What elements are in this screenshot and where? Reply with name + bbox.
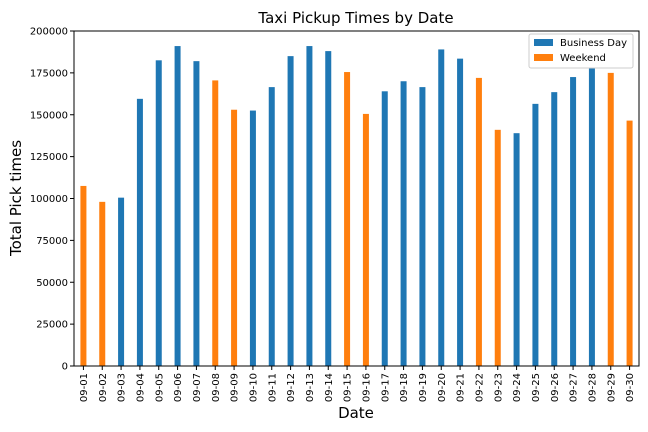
x-tick-label: 09-18: [399, 373, 410, 402]
x-tick-label: 09-01: [79, 373, 90, 402]
x-tick-label: 09-06: [173, 373, 184, 402]
bar-09-13: [306, 46, 313, 366]
bar-09-27: [570, 77, 577, 366]
bar-09-30: [626, 120, 633, 366]
bar-09-17: [381, 91, 388, 367]
x-tick-label: 09-27: [569, 373, 580, 402]
bar-09-24: [513, 133, 520, 366]
bar-09-01: [80, 185, 87, 366]
legend-label-weekend: Weekend: [560, 53, 606, 64]
bar-09-09: [231, 109, 238, 366]
bar-09-23: [494, 129, 501, 366]
legend-box: [528, 33, 634, 69]
y-tick-label: 150000: [30, 110, 68, 121]
x-tick-label: 09-20: [437, 373, 448, 402]
x-tick-label: 09-30: [625, 373, 636, 402]
bar-09-04: [136, 98, 143, 366]
legend-label-business-day: Business Day: [560, 38, 627, 49]
bar-09-07: [193, 61, 200, 367]
y-tick-label: 25000: [36, 320, 68, 331]
x-tick-label: 09-28: [587, 373, 598, 402]
bar-09-25: [532, 103, 539, 367]
bar-09-05: [155, 60, 162, 367]
bar-09-21: [457, 58, 464, 366]
bar-09-20: [438, 49, 445, 367]
bar-09-14: [325, 51, 332, 366]
x-tick-label: 09-07: [192, 373, 203, 402]
bar-09-29: [607, 72, 614, 367]
bar-09-11: [268, 87, 275, 367]
x-axis-ticks: 09-01 09-02 09-03 09-04 09-05 09-06 09-07 09-08…: [79, 366, 636, 402]
bar-09-15: [344, 72, 351, 366]
bar-09-28: [588, 66, 595, 367]
x-tick-label: 09-05: [154, 373, 165, 402]
x-tick-label: 09-29: [606, 373, 617, 402]
bar-09-06: [174, 46, 181, 366]
chart-title: Taxi Pickup Times by Date: [257, 9, 453, 27]
y-tick-label: 175000: [30, 68, 68, 79]
x-tick-label: 09-09: [230, 373, 241, 402]
x-axis-label: Date: [338, 404, 374, 422]
x-tick-label: 09-14: [324, 373, 335, 402]
x-tick-label: 09-17: [380, 373, 391, 402]
bar-09-12: [287, 56, 294, 367]
x-tick-label: 09-11: [267, 373, 278, 402]
y-tick-label: 75000: [36, 236, 68, 247]
legend-swatch-weekend: [534, 54, 553, 61]
y-axis-ticks: 0 25000 50000 75000 100000 125000 150000 175000…: [30, 27, 74, 373]
x-tick-label: 09-15: [343, 373, 354, 402]
bars-group: [80, 46, 633, 367]
x-tick-label: 09-24: [512, 373, 523, 402]
bar-09-18: [400, 81, 407, 366]
y-tick-label: 200000: [30, 27, 68, 38]
x-tick-label: 09-25: [531, 373, 542, 402]
x-tick-label: 09-02: [98, 373, 109, 402]
x-tick-label: 09-22: [474, 373, 485, 402]
x-tick-label: 09-21: [456, 373, 467, 402]
x-tick-label: 09-16: [361, 373, 372, 402]
bar-09-03: [118, 197, 125, 366]
x-tick-label: 09-26: [550, 373, 561, 402]
legend-swatch-business-day: [534, 39, 553, 46]
x-tick-label: 09-13: [305, 373, 316, 402]
y-tick-label: 50000: [36, 278, 68, 289]
plot-frame: [73, 30, 640, 367]
x-tick-label: 09-08: [211, 373, 222, 402]
y-tick-label: 100000: [30, 194, 68, 205]
x-tick-label: 09-04: [135, 373, 146, 402]
x-tick-label: 09-23: [493, 373, 504, 402]
bar-09-08: [212, 80, 219, 366]
bar-09-16: [362, 113, 369, 366]
bar-09-10: [249, 110, 256, 366]
bar-09-22: [475, 77, 482, 367]
y-tick-label: 0: [62, 362, 68, 373]
legend: Business Day Weekend: [528, 33, 634, 69]
x-tick-label: 09-10: [248, 373, 259, 402]
y-axis-label: Total Pick times: [7, 140, 25, 257]
bar-09-02: [99, 201, 106, 366]
bar-09-19: [419, 87, 426, 367]
bar-09-26: [551, 92, 558, 366]
x-tick-label: 09-03: [117, 373, 128, 402]
x-tick-label: 09-12: [286, 373, 297, 402]
y-tick-label: 125000: [30, 152, 68, 163]
x-tick-label: 09-19: [418, 373, 429, 402]
